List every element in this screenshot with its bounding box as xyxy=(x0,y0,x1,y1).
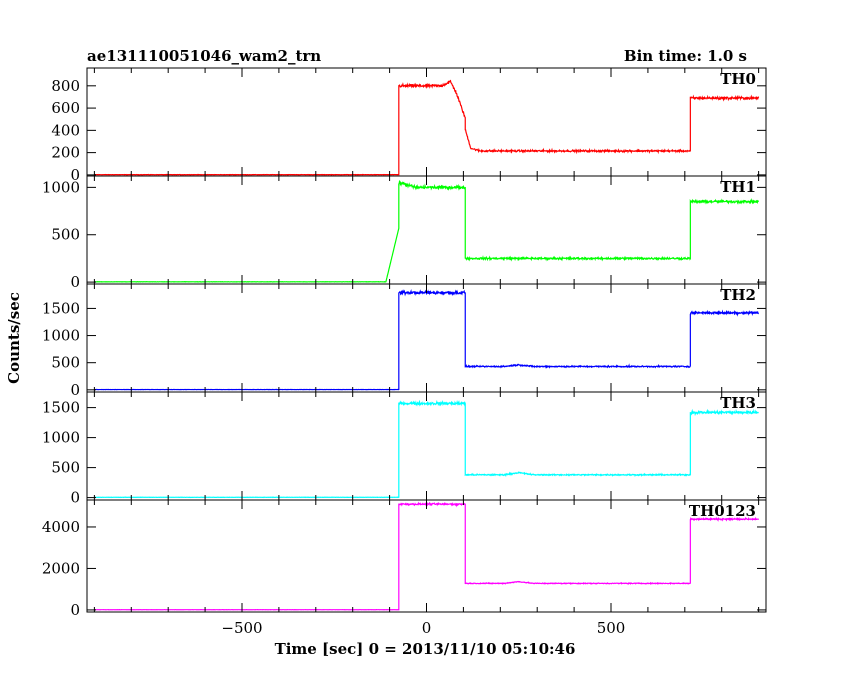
panel-label: TH2 xyxy=(720,286,756,304)
y-tick-label: 1000 xyxy=(42,327,80,345)
y-tick-label: 500 xyxy=(51,459,80,477)
y-tick-label: 0 xyxy=(70,166,80,184)
chart-title: ae131110051046_wam2_trn xyxy=(87,47,321,65)
y-tick-label: 2000 xyxy=(42,559,80,577)
y-tick-label: 1500 xyxy=(42,299,80,317)
x-tick-label: 500 xyxy=(597,619,626,637)
y-tick-label: 4000 xyxy=(42,518,80,536)
panel-label: TH1 xyxy=(720,178,756,196)
y-tick-label: 200 xyxy=(51,144,80,162)
series-th1 xyxy=(94,180,760,283)
panel-label: TH0123 xyxy=(689,502,756,520)
panel-th2: 0 500 1000 1500 TH2 xyxy=(42,283,767,399)
series-th0 xyxy=(94,79,760,176)
panel-frame xyxy=(86,499,767,613)
series-th2 xyxy=(94,289,760,391)
y-tick-label: 400 xyxy=(51,121,80,139)
x-tick-labels: −500 0 500 xyxy=(221,619,625,637)
x-axis-label: Time [sec] 0 = 2013/11/10 05:10:46 xyxy=(275,640,576,658)
panel-label: TH3 xyxy=(720,394,756,412)
x-tick-label: −500 xyxy=(221,619,262,637)
panels-group: 0 200 400 600 800 TH0 0 500 1000 TH1 0 500 1000 1500 T… xyxy=(42,67,767,637)
y-tick-label: 600 xyxy=(51,99,80,117)
panel-frame xyxy=(86,283,767,393)
panel-th1: 0 500 1000 TH1 xyxy=(42,175,767,291)
panel-frame xyxy=(86,391,767,501)
bin-time-label: Bin time: 1.0 s xyxy=(624,47,747,65)
y-tick-label: 0 xyxy=(70,381,80,399)
y-tick-label: 0 xyxy=(70,489,80,507)
series-th0123 xyxy=(94,501,760,611)
panel-label: TH0 xyxy=(720,70,756,88)
panel-th3: 0 500 1000 1500 TH3 xyxy=(42,391,767,507)
y-tick-label: 500 xyxy=(51,226,80,244)
y-tick-label: 500 xyxy=(51,354,80,372)
y-tick-label: 0 xyxy=(70,601,80,619)
y-tick-label: 800 xyxy=(51,77,80,95)
panel-th0123: 0 2000 4000 TH0123 xyxy=(42,499,767,619)
y-tick-label: 1500 xyxy=(42,399,80,417)
y-tick-label: 1000 xyxy=(42,429,80,447)
y-axis-label: Counts/sec xyxy=(5,292,23,384)
x-tick-label: 0 xyxy=(422,619,432,637)
y-tick-label: 0 xyxy=(70,273,80,291)
panel-th0: 0 200 400 600 800 TH0 xyxy=(51,67,767,184)
series-th3 xyxy=(94,399,759,499)
y-tick-label: 1000 xyxy=(42,178,80,196)
panel-frame xyxy=(86,175,767,285)
